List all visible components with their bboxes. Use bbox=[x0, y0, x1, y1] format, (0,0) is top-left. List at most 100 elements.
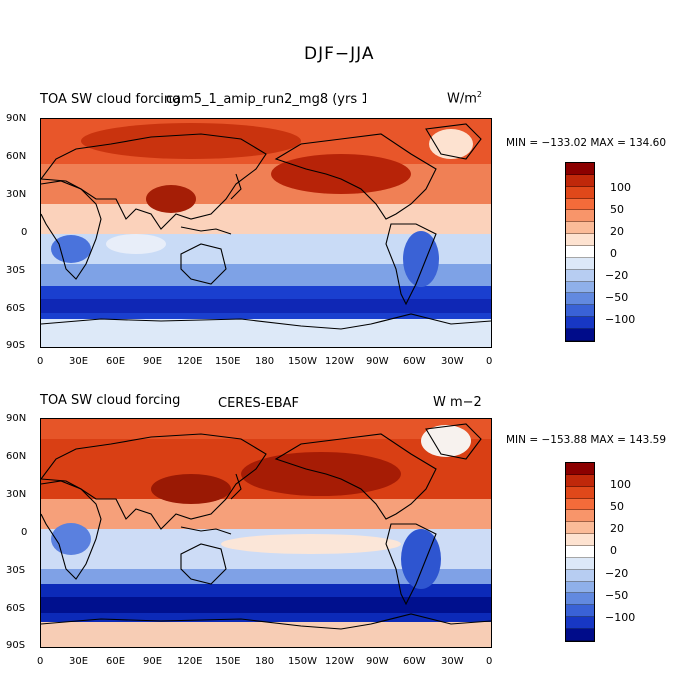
panel1-title-center: cam5_1_amip_run2_mg8 (yrs 1979-1979) bbox=[166, 92, 366, 107]
colorbar-swatch bbox=[566, 163, 594, 175]
panel2-lat-label: 60N bbox=[6, 451, 27, 462]
colorbar-swatch bbox=[566, 546, 594, 558]
colorbar-tick-label: −20 bbox=[605, 567, 629, 580]
panel1-lon-label: 60E bbox=[106, 356, 126, 367]
colorbar-tick-label: 0 bbox=[610, 247, 617, 260]
band-antarctica bbox=[41, 319, 491, 347]
panel2-lon-label: 0 bbox=[37, 656, 44, 667]
panel1-lon-label: 30E bbox=[69, 356, 89, 367]
colorbar-swatch bbox=[566, 293, 594, 306]
panel2-units: W m−2 bbox=[433, 395, 482, 410]
panel2-map bbox=[40, 418, 492, 648]
colorbar-swatch bbox=[566, 210, 594, 223]
coast-greenland bbox=[425, 123, 482, 160]
colorbar-swatch bbox=[566, 569, 594, 582]
colorbar-swatch bbox=[566, 222, 594, 235]
panel1-lon-label: 120E bbox=[177, 356, 203, 367]
blob-samerica-blue bbox=[401, 529, 441, 589]
coast-indonesia bbox=[180, 526, 232, 535]
panel1-lon-label: 90E bbox=[143, 356, 163, 367]
colorbar-swatch bbox=[566, 629, 594, 641]
panel2-lat-label: 90N bbox=[6, 413, 27, 424]
panel1-lat-label: 90N bbox=[6, 113, 27, 124]
panel1-lon-label: 0 bbox=[486, 356, 493, 367]
panel2-minmax: MIN = −153.88 MAX = 143.59 bbox=[506, 434, 666, 446]
band-deep-blue bbox=[41, 597, 491, 613]
panel2-lon-label: 180 bbox=[255, 656, 275, 667]
panel2-lat-label: 60S bbox=[6, 603, 26, 614]
panel2-lon-label: 30E bbox=[69, 656, 89, 667]
colorbar-swatch bbox=[566, 463, 594, 475]
panel1-lat-label: 0 bbox=[21, 227, 28, 238]
coast-namerica bbox=[274, 133, 437, 220]
panel1-units-base: W/m bbox=[447, 91, 477, 107]
colorbar-tick-label: 20 bbox=[610, 522, 624, 535]
coast-namerica bbox=[274, 433, 437, 520]
panel2-lon-label: 150W bbox=[288, 656, 317, 667]
coast-indonesia bbox=[180, 226, 232, 235]
panel1-map bbox=[40, 118, 492, 348]
colorbar-swatch bbox=[566, 486, 594, 499]
panel1-minmax: MIN = −133.02 MAX = 134.60 bbox=[506, 137, 666, 149]
panel2-lat-label: 30N bbox=[6, 489, 27, 500]
colorbar-tick-label: −100 bbox=[605, 313, 636, 326]
coast-samerica bbox=[385, 223, 437, 306]
colorbar-tick-label: −20 bbox=[605, 269, 629, 282]
colorbar-swatch bbox=[566, 474, 594, 487]
coast-australia bbox=[180, 243, 227, 285]
band-subtrop bbox=[41, 499, 491, 529]
coast-japan bbox=[230, 473, 242, 500]
coast-africa bbox=[41, 480, 102, 580]
coast-samerica bbox=[385, 523, 437, 606]
blob-indian-light bbox=[106, 234, 166, 254]
blob-equator-light bbox=[221, 534, 401, 554]
colorbar-swatch bbox=[566, 593, 594, 606]
panel1-lat-label: 60S bbox=[6, 303, 26, 314]
blob-pacific-dark bbox=[241, 452, 401, 496]
coast-antarctica bbox=[41, 313, 491, 330]
panel2-title-left: TOA SW cloud forcing bbox=[40, 393, 181, 408]
panel1-colorbar bbox=[565, 162, 595, 342]
panel1-lon-label: 60W bbox=[403, 356, 426, 367]
panel1-title-left: TOA SW cloud forcing bbox=[40, 92, 181, 107]
colorbar-swatch bbox=[566, 186, 594, 199]
colorbar-tick-label: 50 bbox=[610, 203, 624, 216]
band-midnorth bbox=[41, 164, 491, 204]
colorbar-swatch bbox=[566, 581, 594, 594]
colorbar-swatch bbox=[566, 257, 594, 270]
coast-eurasia bbox=[41, 133, 267, 230]
panel2-lon-label: 0 bbox=[486, 656, 493, 667]
panel1-max-label: MAX = 134.60 bbox=[590, 137, 667, 149]
colorbar-swatch bbox=[566, 305, 594, 318]
panel2-max-label: MAX = 143.59 bbox=[590, 434, 667, 446]
blob-samerica-blue bbox=[403, 231, 439, 287]
blob-africa-blue bbox=[51, 235, 91, 263]
panel1-lon-label: 150W bbox=[288, 356, 317, 367]
colorbar-swatch bbox=[566, 281, 594, 294]
colorbar-tick-label: 50 bbox=[610, 500, 624, 513]
panel1-lon-label: 180 bbox=[255, 356, 275, 367]
panel1-lon-label: 30W bbox=[441, 356, 464, 367]
coast-africa bbox=[41, 180, 102, 280]
colorbar-swatch bbox=[566, 617, 594, 630]
panel1-lon-label: 150E bbox=[215, 356, 241, 367]
panel2-lon-label: 120E bbox=[177, 656, 203, 667]
colorbar-swatch bbox=[566, 522, 594, 535]
colorbar-swatch bbox=[566, 557, 594, 570]
coast-antarctica bbox=[41, 613, 491, 630]
colorbar-tick-label: −50 bbox=[605, 291, 629, 304]
blob-arctic-dark bbox=[81, 123, 301, 159]
colorbar-swatch bbox=[566, 510, 594, 523]
blob-pacific-dark bbox=[271, 154, 411, 194]
band-antarctica bbox=[41, 622, 491, 647]
colorbar-swatch bbox=[566, 317, 594, 330]
colorbar-tick-label: 20 bbox=[610, 225, 624, 238]
band-deep-blue bbox=[41, 299, 491, 313]
colorbar-tick-label: −50 bbox=[605, 589, 629, 602]
panel1-lat-label: 30N bbox=[6, 189, 27, 200]
colorbar-tick-label: 0 bbox=[610, 544, 617, 557]
colorbar-tick-label: 100 bbox=[610, 478, 631, 491]
panel1-units-sup: 2 bbox=[476, 90, 482, 99]
colorbar-swatch bbox=[566, 174, 594, 187]
panel2-lon-label: 90W bbox=[366, 656, 389, 667]
